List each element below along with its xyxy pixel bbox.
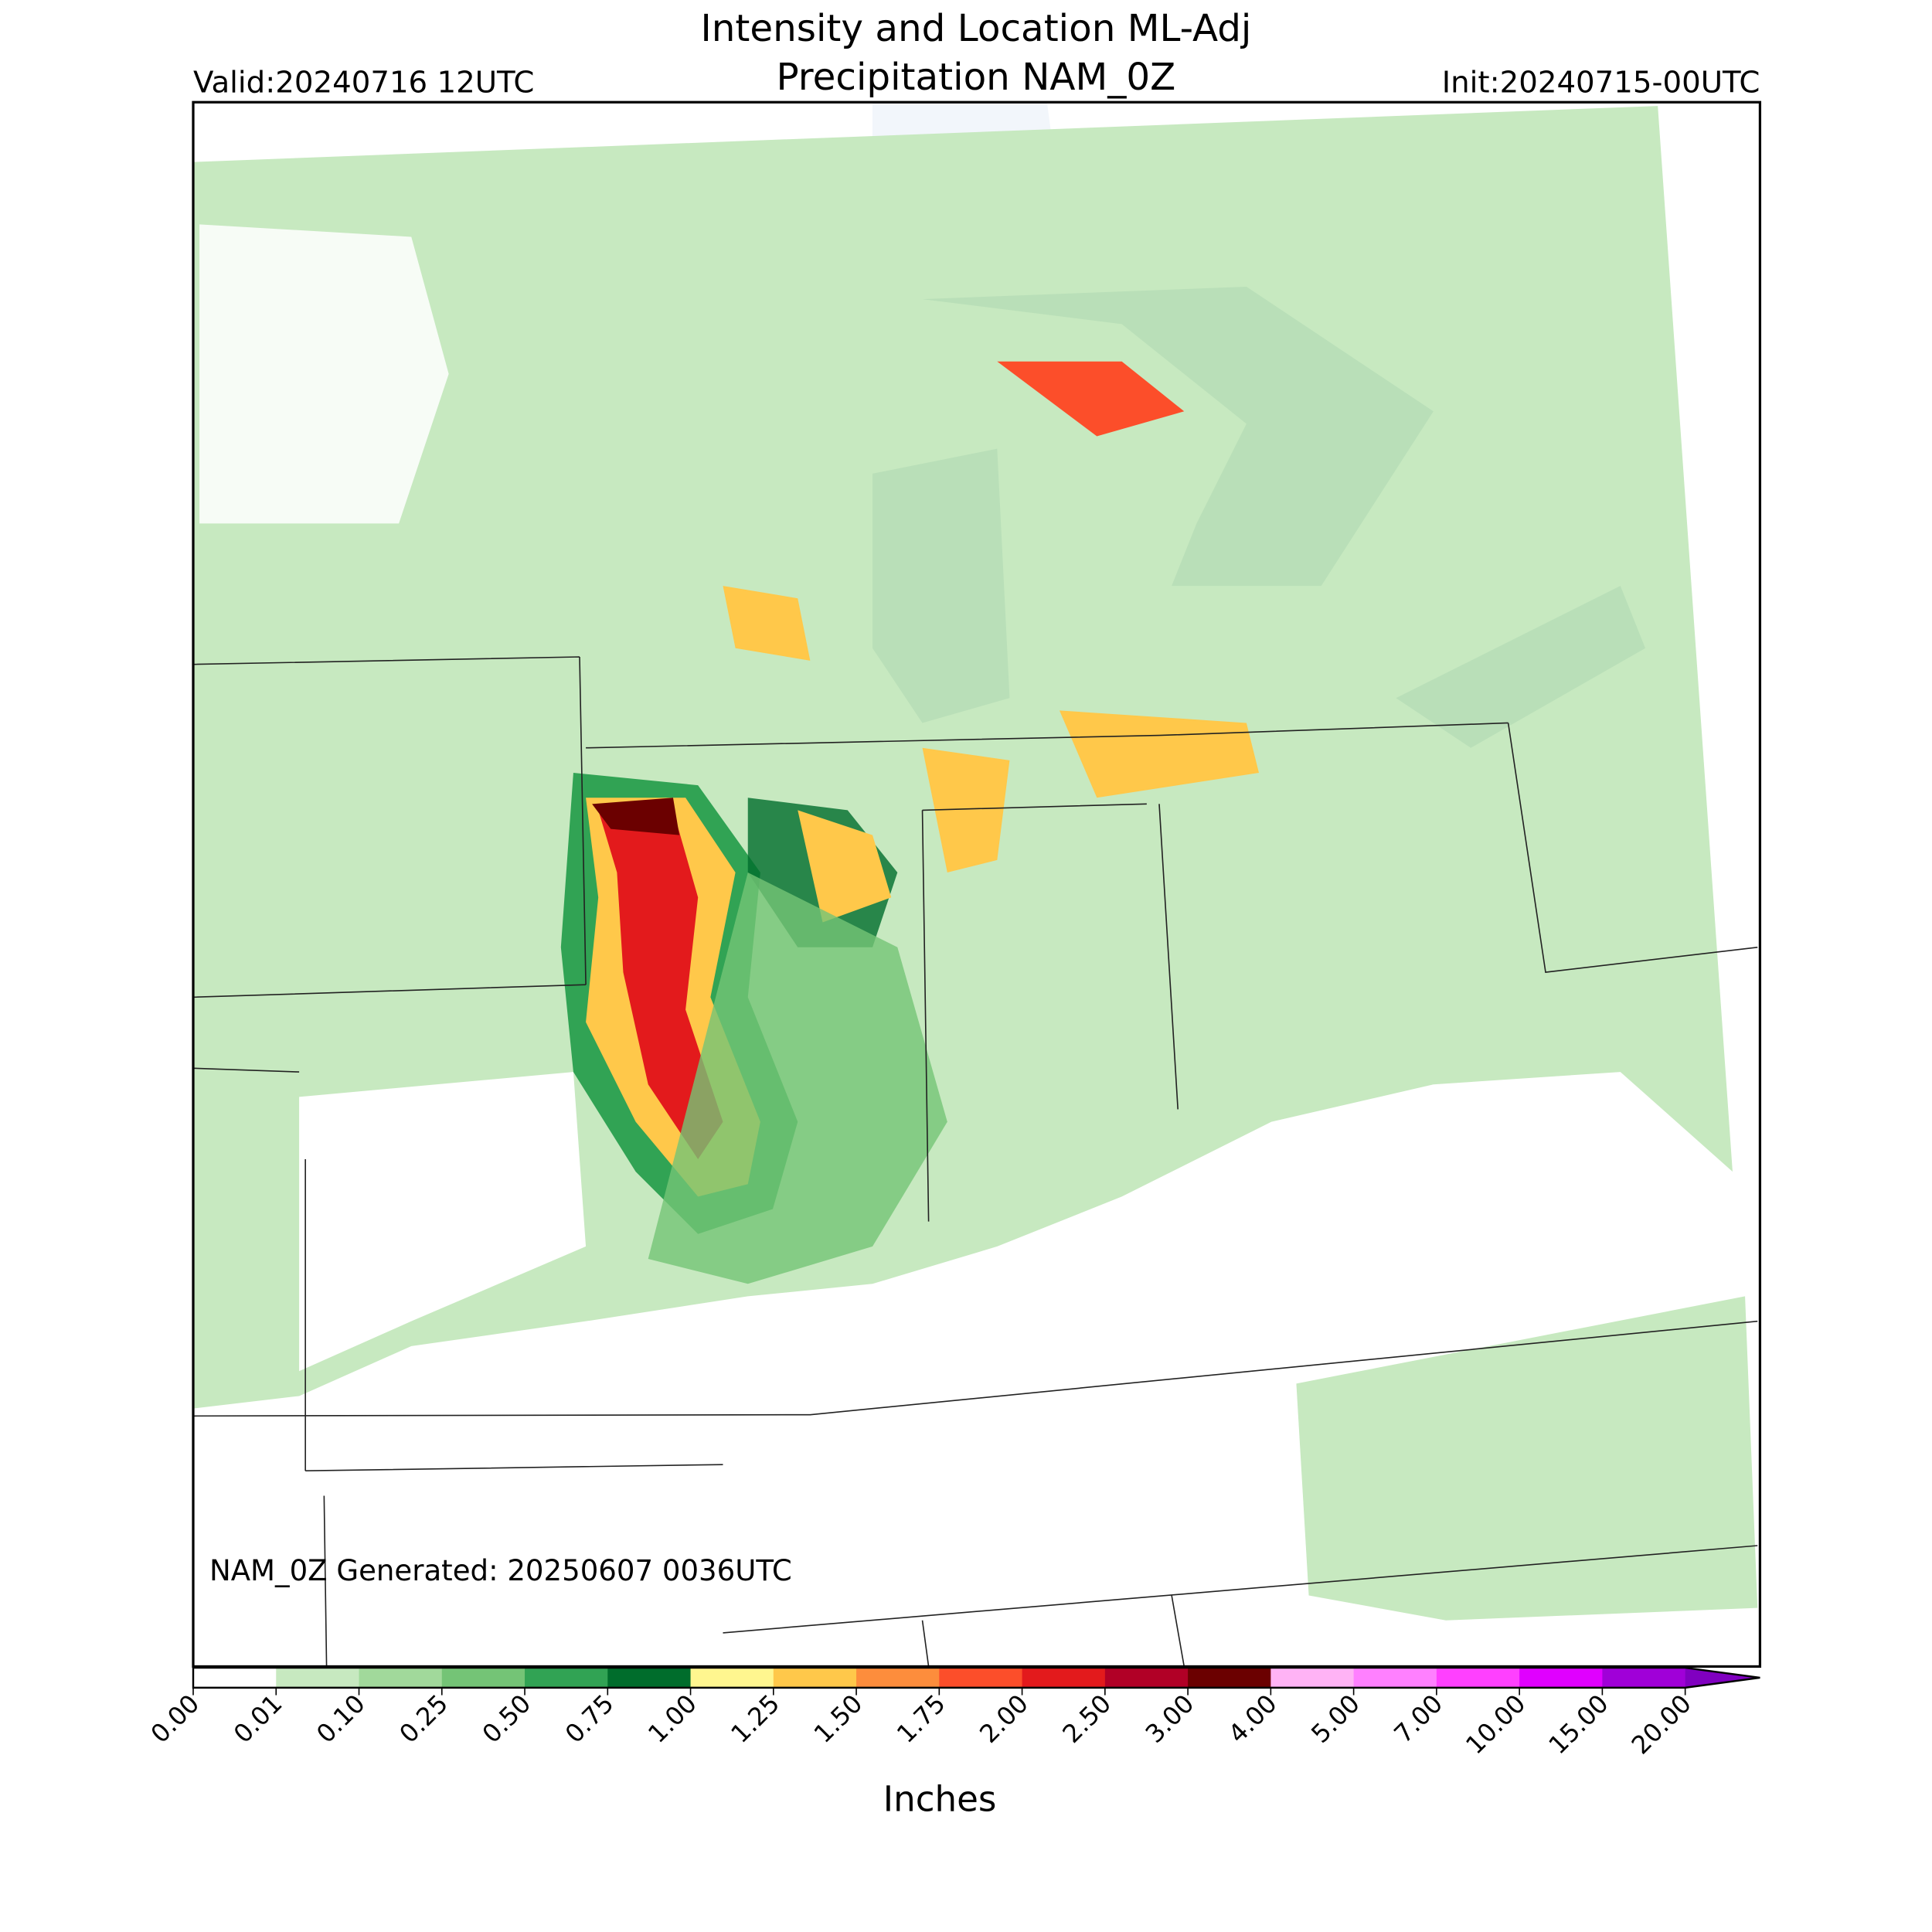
colorbar-segment bbox=[441, 1668, 526, 1688]
precip-area bbox=[598, 810, 723, 1159]
lake bbox=[872, 448, 1010, 723]
colorbar-segment bbox=[856, 1668, 940, 1688]
init-time: Init:20240715-00UTC bbox=[1442, 65, 1760, 100]
precip-area bbox=[592, 798, 680, 835]
colorbar-tick-label: 15.00 bbox=[1543, 1689, 1614, 1760]
lake bbox=[1396, 586, 1646, 748]
map-frame bbox=[192, 100, 1762, 1668]
colorbar-tick-label: 20.00 bbox=[1626, 1689, 1697, 1760]
colorbar-tick-label: 3.00 bbox=[1140, 1689, 1200, 1749]
colorbar-segment bbox=[1353, 1668, 1437, 1688]
colorbar-tick-label: 4.00 bbox=[1223, 1689, 1283, 1749]
colorbar-label: Inches bbox=[883, 1779, 997, 1820]
colorbar-segment bbox=[1104, 1668, 1189, 1688]
precip-area bbox=[1059, 710, 1260, 798]
dry-area bbox=[299, 1072, 587, 1372]
colorbar-segment bbox=[359, 1668, 443, 1688]
colorbar-segment bbox=[939, 1668, 1023, 1688]
colorbar-segment bbox=[773, 1668, 857, 1688]
colorbar-tick-label: 0.50 bbox=[477, 1689, 537, 1749]
colorbar-tick-label: 1.00 bbox=[642, 1689, 702, 1749]
colorbar: 0.00 0.01 0.10 0.25 0.50 0.75 1.00 1.25 1.50 1.75… bbox=[145, 1666, 1760, 1760]
colorbar-segment bbox=[193, 1668, 277, 1688]
lake bbox=[922, 286, 1434, 587]
colorbar-segment bbox=[1519, 1668, 1604, 1688]
colorbar-segment bbox=[276, 1668, 360, 1688]
colorbar-segment bbox=[607, 1668, 692, 1688]
title: Precipitation NAM_0Z bbox=[776, 56, 1175, 99]
state-lines bbox=[192, 656, 1758, 1667]
colorbar-segment bbox=[1436, 1668, 1520, 1688]
title: Intensity and Location ML-Adj bbox=[700, 7, 1251, 50]
colorbar-segment bbox=[1602, 1668, 1686, 1688]
colorbar-segment bbox=[525, 1668, 609, 1688]
colorbar-tick-label: 1.75 bbox=[891, 1689, 951, 1749]
colorbar-tick-label: 0.10 bbox=[311, 1689, 371, 1749]
colorbar-tick-label: 2.00 bbox=[974, 1689, 1034, 1749]
colorbar-outline bbox=[192, 1666, 1760, 1689]
colorbar-extend bbox=[1685, 1668, 1760, 1688]
precip-area bbox=[798, 810, 892, 923]
map bbox=[192, 100, 1762, 1668]
colorbar-tick-label: 1.50 bbox=[808, 1689, 869, 1749]
colorbar-tick-label: 0.01 bbox=[228, 1689, 288, 1749]
colorbar-tick-label: 0.25 bbox=[393, 1689, 454, 1749]
colorbar-segment bbox=[1188, 1668, 1272, 1688]
colorbar-tick-label: 10.00 bbox=[1460, 1689, 1531, 1760]
colorbar-segment bbox=[1270, 1668, 1355, 1688]
colorbar-tick-label: 7.00 bbox=[1389, 1689, 1449, 1749]
colorbar-tick-label: 0.00 bbox=[145, 1689, 206, 1749]
colorbar-segment bbox=[690, 1668, 774, 1688]
precip-area bbox=[723, 586, 811, 661]
precip-area bbox=[997, 361, 1185, 437]
colorbar-segment bbox=[1022, 1668, 1106, 1688]
colorbar-tick-label: 5.00 bbox=[1305, 1689, 1366, 1749]
generated-note: NAM_0Z Generated: 20250607 0036UTC bbox=[209, 1554, 792, 1587]
precip-area bbox=[648, 872, 947, 1284]
colorbar-tick-label: 2.50 bbox=[1057, 1689, 1117, 1749]
precip-area bbox=[1296, 1296, 1758, 1621]
precip-area bbox=[922, 747, 1010, 873]
valid-time: Valid:20240716 12UTC bbox=[193, 65, 534, 100]
colorbar-tick-label: 0.75 bbox=[560, 1689, 620, 1749]
dry-area bbox=[199, 224, 449, 524]
colorbar-tick-label: 1.25 bbox=[725, 1689, 785, 1749]
